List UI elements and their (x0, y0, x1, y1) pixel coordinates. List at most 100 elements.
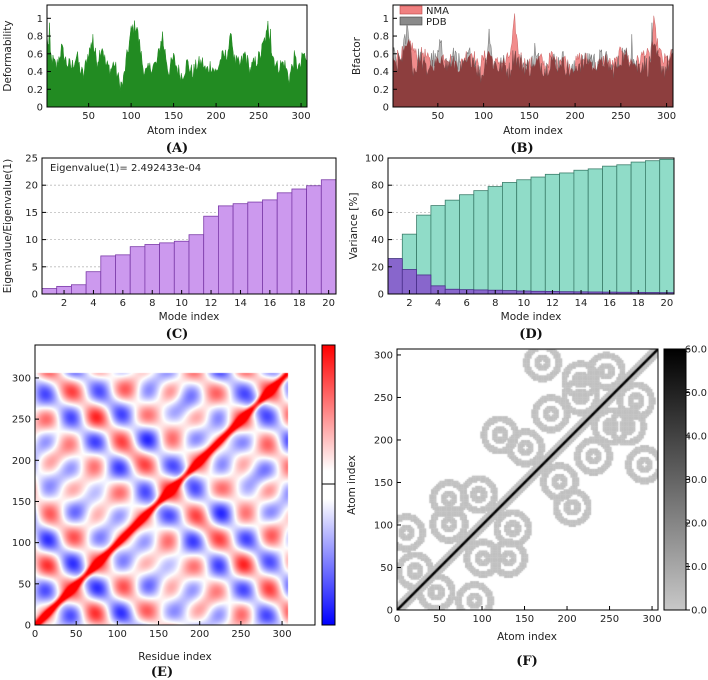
x-tick-label: 4 (90, 298, 96, 309)
x-tick-label: 8 (149, 298, 155, 309)
eigen-bar (276, 192, 293, 295)
colorbar-tick-label: 60.0 (685, 345, 707, 356)
panel-a-y-ticks: 0 0.2 0.4 0.6 0.8 1 (27, 14, 51, 114)
panel-e-heatmap (35, 345, 307, 625)
panel-f-heatmap (397, 349, 658, 610)
eigen-bar (291, 188, 307, 295)
y-tick-label: 0 (383, 103, 389, 114)
x-tick-label: 300 (292, 111, 311, 122)
y-tick-label: 50 (18, 579, 31, 590)
cumulative-variance-bar (645, 160, 661, 295)
x-tick-label: 10 (175, 298, 188, 309)
panel-d-frame (387, 157, 675, 295)
panel-a-series (46, 20, 308, 108)
x-tick-label: 200 (566, 111, 585, 122)
eigen-bar (159, 242, 175, 295)
x-tick-label: 10 (517, 298, 530, 309)
colorbar-tick-label: 30.0 (685, 475, 707, 486)
cumulative-variance-bar (444, 199, 460, 295)
individual-variance-bar (387, 258, 403, 295)
panel-b-bfactor: 50 100 150 200 250 300 0 0.2 0.4 0.6 0.8 1 NMA PDB… (351, 4, 676, 156)
y-tick-label: 10 (25, 235, 38, 246)
y-tick-label: 15 (25, 208, 38, 219)
panel-a-xlabel: Atom index (147, 125, 207, 137)
panel-e-label: (E) (151, 665, 173, 680)
eigen-bar (188, 234, 205, 295)
eigen-bar (71, 284, 87, 295)
panel-c-bars (41, 179, 337, 295)
y-tick-label: 0 (378, 290, 384, 301)
y-tick-label: 0.4 (373, 67, 389, 78)
y-tick-label: 25 (25, 154, 38, 165)
panel-a-x-ticks: 50 100 150 200 250 300 (82, 103, 311, 122)
panel-e-colorbar (321, 344, 336, 626)
panel-d-label: (D) (519, 327, 543, 342)
cumulative-variance-bar (459, 194, 475, 295)
y-tick-label: 0 (25, 621, 31, 632)
eigen-bar (247, 201, 263, 295)
cumulative-variance-bar (516, 179, 532, 295)
panel-f-xlabel: Atom index (497, 631, 557, 643)
x-tick-label: 0 (394, 614, 400, 625)
eigen-bar (203, 215, 219, 295)
cumulative-variance-bar (544, 173, 560, 295)
x-tick-label: 200 (557, 614, 576, 625)
legend-label-pdb: PDB (426, 17, 447, 28)
panel-d-xlabel: Mode index (501, 311, 562, 323)
y-tick-label: 0 (387, 606, 393, 617)
x-tick-label: 50 (433, 614, 446, 625)
cumulative-variance-bar (487, 186, 503, 295)
y-tick-label: 150 (374, 478, 393, 489)
y-tick-label: 250 (12, 415, 31, 426)
x-tick-label: 250 (600, 614, 619, 625)
cumulative-variance-bar (587, 168, 603, 295)
deformability-area (46, 20, 308, 108)
x-tick-label: 2 (406, 298, 412, 309)
y-tick-label: 0.6 (27, 49, 43, 60)
overlap-area (393, 39, 673, 107)
panel-b-series (392, 13, 674, 108)
y-tick-label: 150 (12, 497, 31, 508)
y-tick-label: 20 (371, 262, 384, 273)
panel-c-xlabel: Mode index (159, 311, 220, 323)
x-tick-label: 16 (603, 298, 616, 309)
x-tick-label: 18 (293, 298, 306, 309)
x-tick-label: 150 (515, 614, 534, 625)
legend-swatch-pdb (399, 16, 423, 26)
colorbar-tick-label: 40.0 (685, 432, 707, 443)
eigen-bar (262, 199, 278, 295)
panel-f-colorbar (663, 348, 687, 611)
panel-a-deformability: 50 100 150 200 250 300 0 0.2 0.4 0.6 0.8 1 Atom in… (2, 4, 311, 156)
y-tick-label: 0.8 (373, 32, 389, 43)
x-tick-label: 100 (472, 614, 491, 625)
y-tick-label: 60 (371, 208, 384, 219)
x-tick-label: 20 (322, 298, 335, 309)
x-tick-label: 50 (82, 111, 95, 122)
x-tick-label: 200 (190, 629, 209, 640)
legend-label-nma: NMA (426, 6, 449, 17)
y-tick-label: 50 (380, 563, 393, 574)
x-tick-label: 14 (575, 298, 588, 309)
x-tick-label: 20 (660, 298, 673, 309)
y-tick-label: 0.8 (27, 32, 43, 43)
y-tick-label: 5 (32, 262, 38, 273)
panel-d-x-ticks: 2 4 6 8 10 12 14 16 18 20 (406, 290, 673, 309)
cumulative-variance-bar (573, 169, 589, 295)
cumulative-variance-bar (430, 205, 446, 295)
x-tick-label: 18 (632, 298, 645, 309)
colorbar-tick-label: 20.0 (685, 519, 707, 530)
cumulative-variance-bar (501, 182, 518, 295)
panel-f-x-ticks: 0 50 100 150 200 250 300 (394, 606, 662, 625)
eigen-bar (100, 255, 116, 295)
panel-b-ylabel: Bfactor (351, 36, 363, 75)
y-tick-label: 100 (374, 520, 393, 531)
panel-a-ylabel: Deformability (2, 20, 14, 91)
individual-variance-bar (501, 290, 518, 295)
y-tick-label: 200 (374, 435, 393, 446)
y-tick-label: 1 (37, 14, 43, 25)
panel-b-xlabel: Atom index (503, 125, 563, 137)
x-tick-label: 250 (231, 629, 250, 640)
panel-a-frame (46, 4, 308, 108)
x-tick-label: 50 (70, 629, 83, 640)
y-tick-label: 100 (365, 154, 384, 165)
